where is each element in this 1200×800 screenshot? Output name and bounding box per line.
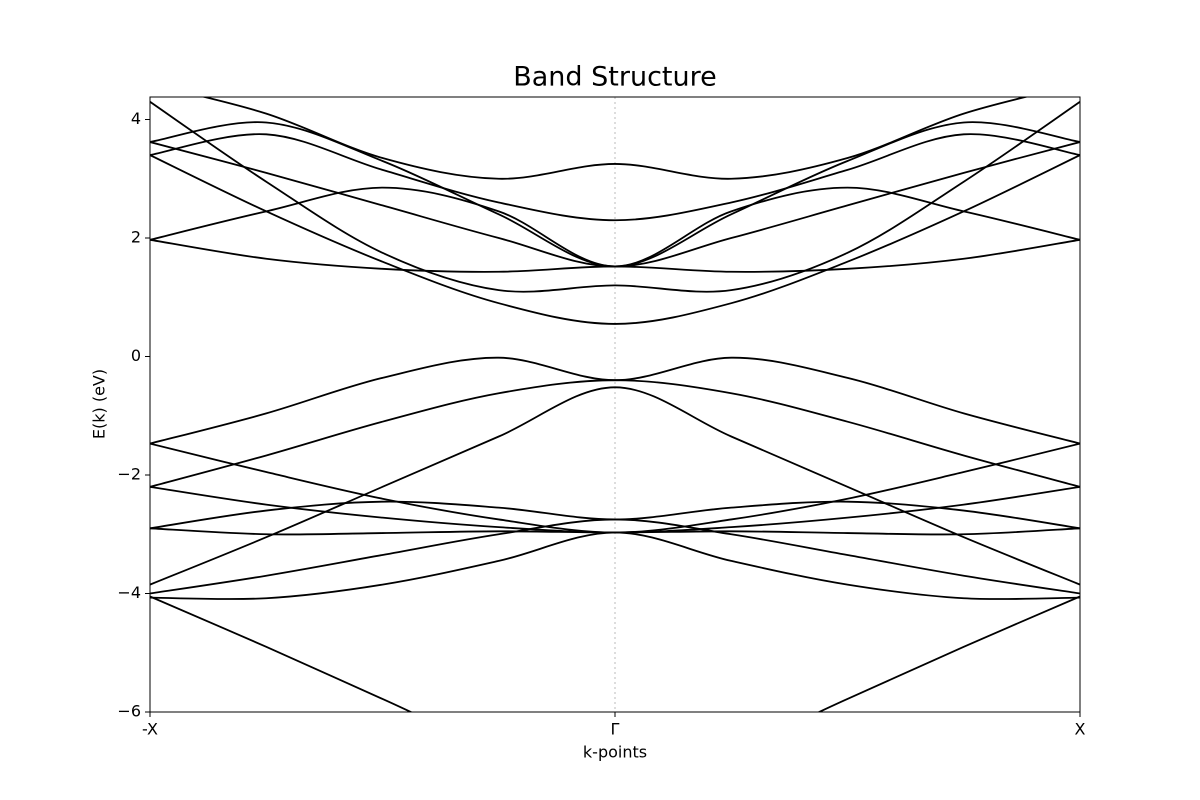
y-tick-label: −4: [117, 583, 141, 602]
y-tick-label: 2: [131, 228, 141, 247]
x-tick-label: -X: [142, 720, 158, 739]
band-line: [201, 97, 1029, 180]
band-line: [150, 154, 1080, 325]
band-line: [150, 531, 1080, 600]
band-line: [150, 500, 1080, 530]
band-line: [150, 133, 1080, 222]
band-line: [150, 386, 1080, 586]
plot-frame: [149, 96, 1081, 713]
band-line: [150, 595, 1080, 712]
band-line: [150, 379, 1080, 488]
x-tick-label: Γ: [611, 720, 620, 739]
band-line: [150, 518, 1080, 595]
chart-title: Band Structure: [513, 62, 717, 93]
y-tick-label: −6: [117, 702, 141, 721]
band-line: [150, 100, 1080, 293]
band-line: [150, 141, 1080, 268]
y-tick-label: 4: [131, 109, 141, 128]
y-axis-label: E(k) (eV): [90, 369, 109, 439]
x-axis-label: k-points: [583, 743, 647, 762]
band-line: [150, 356, 1080, 445]
y-tick-label: 0: [131, 346, 141, 365]
x-tick-label: X: [1075, 720, 1086, 739]
y-tick-label: −2: [117, 465, 141, 484]
